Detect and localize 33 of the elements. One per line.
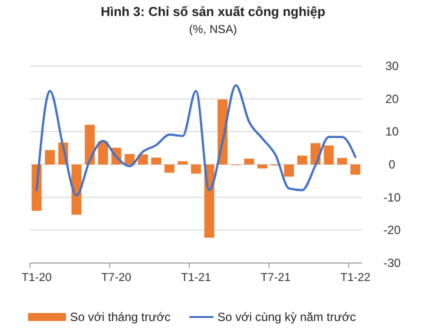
bar [151, 158, 162, 164]
chart-title: Hình 3: Chỉ số sản xuất công nghiệp [100, 4, 326, 19]
bar [191, 164, 201, 174]
bar [164, 164, 174, 173]
x-tick-label: T7-21 [260, 272, 291, 284]
line-series [36, 84, 356, 196]
x-tick-label: T1-20 [22, 272, 52, 284]
x-tick-label: T7-20 [101, 272, 132, 284]
y-tick-label: 30 [385, 59, 399, 73]
bar [72, 164, 82, 215]
bar [138, 154, 148, 164]
bar [284, 164, 294, 177]
bar [98, 141, 108, 164]
y-tick-label: -20 [383, 223, 401, 238]
x-tick-label: T1-22 [340, 272, 370, 284]
bar [324, 145, 334, 164]
bar [350, 164, 360, 175]
y-tick-label: 20 [385, 92, 399, 106]
bar [178, 161, 188, 164]
bar [124, 154, 135, 164]
legend-label: So với cùng kỳ năm trước [217, 310, 356, 324]
bar [244, 158, 254, 164]
bar [44, 150, 55, 164]
y-tick-label: 0 [388, 158, 396, 172]
y-tick-label: -30 [383, 256, 401, 270]
bar [257, 164, 268, 168]
chart-subtitle: (%, NSA) [189, 24, 238, 36]
x-tick-label: T1-21 [180, 272, 212, 284]
y-tick-label: 10 [385, 124, 399, 139]
legend-label: So với tháng trước [70, 310, 170, 324]
bar [337, 158, 348, 164]
y-tick-label: -10 [383, 190, 401, 204]
bar [297, 156, 308, 164]
